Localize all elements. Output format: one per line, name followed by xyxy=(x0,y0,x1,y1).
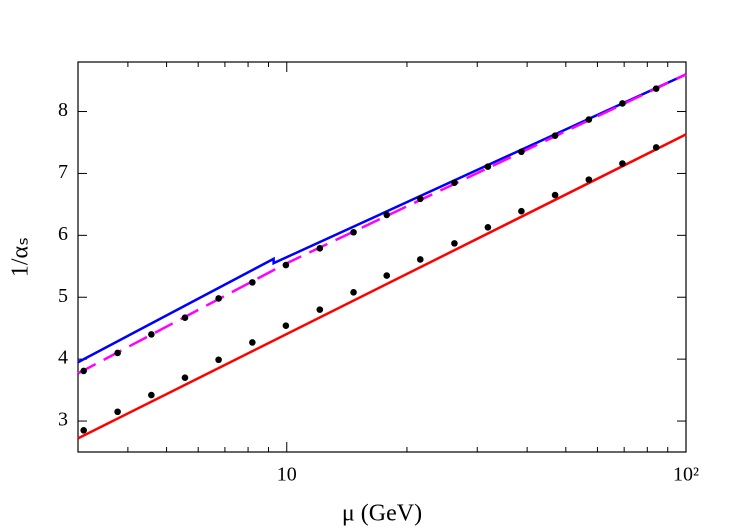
data-point xyxy=(551,191,559,199)
data-point xyxy=(585,176,593,183)
series-line xyxy=(77,73,687,375)
x-tick-label: 10 xyxy=(277,464,297,486)
data-point xyxy=(619,100,626,107)
data-point xyxy=(181,374,189,382)
data-point xyxy=(383,272,391,279)
x-axis-label: μ (GeV) xyxy=(342,501,422,527)
data-point xyxy=(148,391,155,399)
y-tick-label: 7 xyxy=(58,161,68,183)
data-point xyxy=(451,240,458,247)
data-point xyxy=(80,367,87,375)
data-point xyxy=(518,207,525,215)
data-point xyxy=(350,288,357,296)
y-tick-label: 8 xyxy=(58,99,68,121)
data-point xyxy=(652,144,660,151)
data-point xyxy=(114,408,121,416)
series-line xyxy=(77,133,687,440)
data-point xyxy=(316,245,324,252)
data-point xyxy=(282,322,290,330)
data-point xyxy=(215,356,222,364)
y-tick-label: 5 xyxy=(58,285,68,307)
data-point xyxy=(619,160,626,167)
data-point xyxy=(249,279,256,286)
data-point xyxy=(249,339,256,346)
y-axis-label: 1/αₛ xyxy=(8,237,34,277)
data-point xyxy=(350,228,357,236)
x-tick-label: 10² xyxy=(673,464,699,486)
y-tick-label: 6 xyxy=(58,223,68,245)
data-point xyxy=(114,349,121,357)
data-point xyxy=(451,179,458,187)
data-point xyxy=(585,116,593,123)
data-point xyxy=(551,132,559,139)
data-point xyxy=(215,295,222,302)
data-point xyxy=(148,331,155,338)
data-point xyxy=(80,427,87,434)
plot-frame xyxy=(77,61,687,453)
data-point xyxy=(416,195,424,203)
y-tick-label: 3 xyxy=(58,409,68,431)
y-tick-label: 4 xyxy=(58,347,68,369)
data-point xyxy=(416,256,424,263)
data-point xyxy=(181,314,189,321)
data-point xyxy=(316,306,324,313)
data-point xyxy=(484,223,492,231)
series-line xyxy=(77,73,687,364)
data-point xyxy=(652,85,660,92)
data-point xyxy=(383,211,391,219)
data-point xyxy=(484,163,492,170)
data-point xyxy=(518,148,525,156)
data-point xyxy=(282,261,290,269)
